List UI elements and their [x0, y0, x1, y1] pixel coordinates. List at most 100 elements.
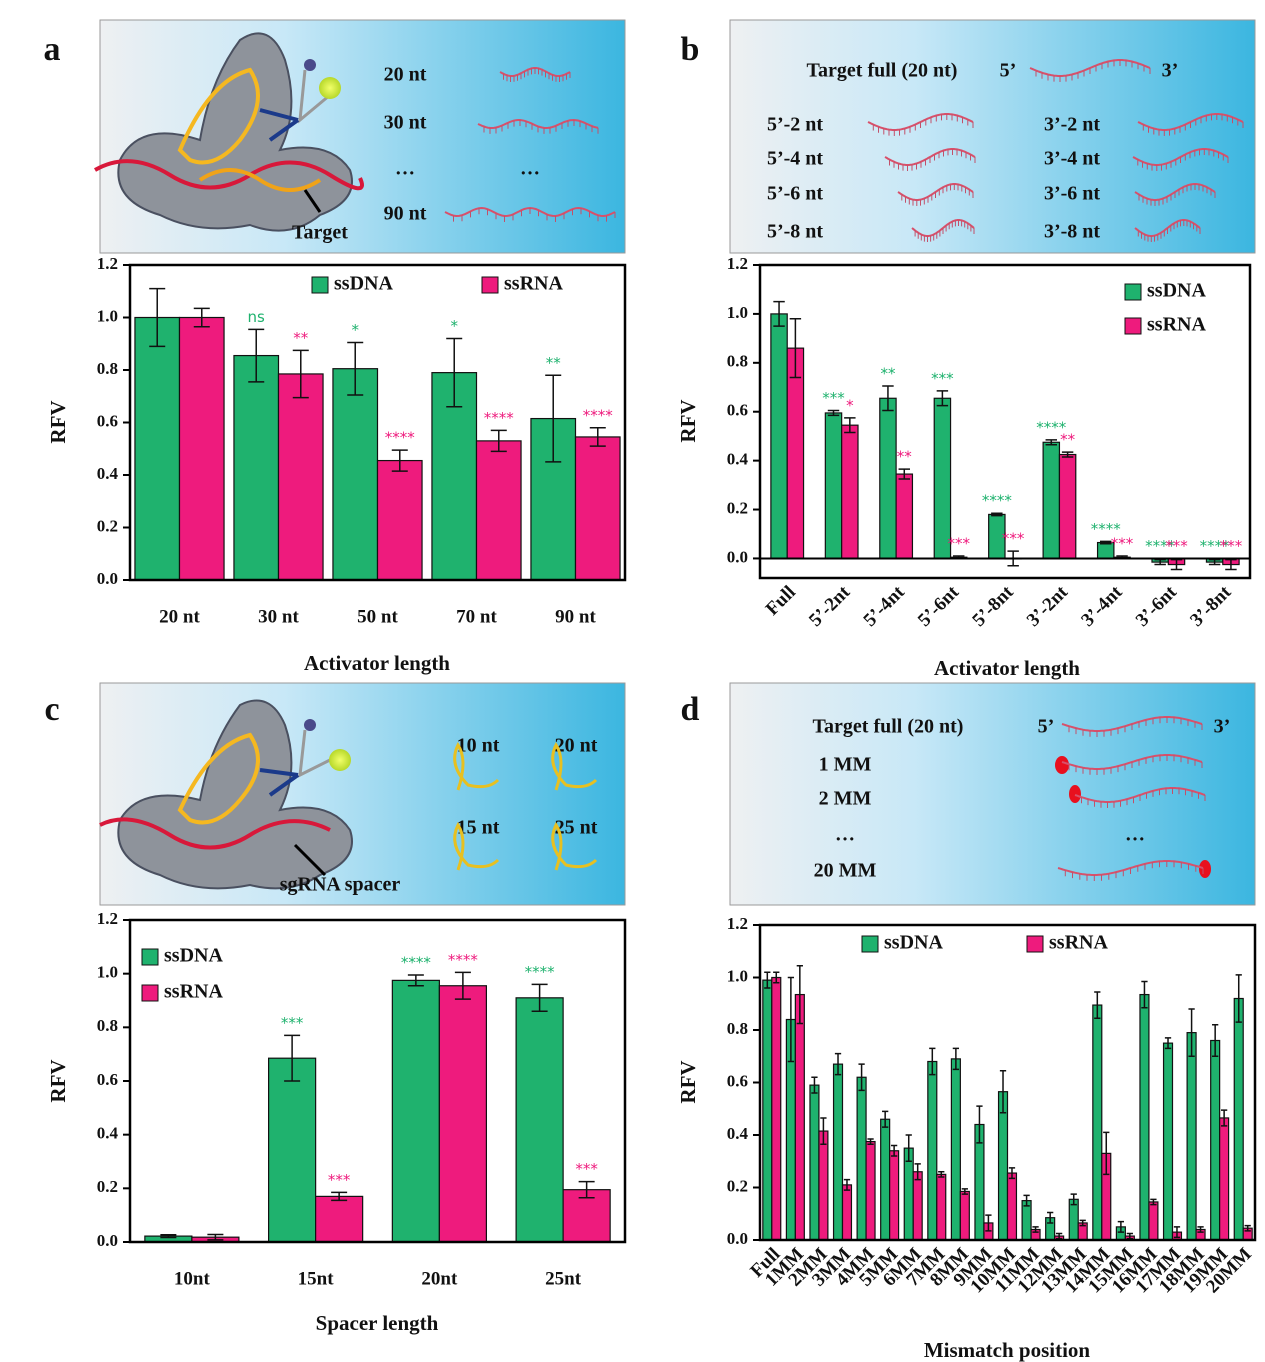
strand-bases — [1035, 60, 1151, 82]
bar — [832, 1063, 844, 1241]
y-tick-label: 0.8 — [727, 1019, 748, 1038]
plot-frame — [128, 918, 627, 1244]
bar — [315, 1195, 364, 1243]
schematic-text: 1 MM — [819, 754, 872, 776]
error-bar — [589, 427, 606, 447]
error-bar — [773, 971, 780, 984]
significance: *** — [328, 1171, 351, 1189]
error-bar — [1225, 558, 1237, 571]
significance: *** — [1002, 530, 1025, 548]
bar — [1058, 453, 1077, 560]
schematic-text: 5’-8 nt — [767, 221, 823, 243]
schematic-text: Target full (20 nt) — [813, 716, 964, 738]
panel-label: d — [681, 691, 700, 728]
error-bar — [789, 318, 802, 379]
error-bar — [1094, 991, 1101, 1019]
schematic-text: 3’-2 nt — [1044, 114, 1100, 136]
legend-swatch — [481, 276, 499, 294]
reporter — [298, 69, 331, 124]
panel-label: c — [44, 691, 59, 728]
error-bar — [905, 1134, 912, 1162]
error-bar — [1079, 1219, 1086, 1227]
significance: ns — [248, 308, 266, 326]
legend-label: ssDNA — [334, 273, 393, 295]
schematic-text: 5’-4 nt — [767, 148, 823, 170]
bar — [824, 412, 843, 560]
y-tick-label: 1.2 — [97, 909, 118, 928]
strand-bases — [1142, 114, 1244, 136]
error-bar — [1164, 1037, 1172, 1050]
legend-label: ssDNA — [1147, 280, 1206, 302]
y-tick-label: 0.0 — [97, 569, 118, 588]
x-tick-label: 5’-8nt — [968, 581, 1018, 631]
x-tick-label: 3’-8nt — [1186, 581, 1236, 631]
y-tick-label: 0.6 — [97, 1070, 118, 1089]
strand-bases — [453, 208, 616, 222]
legend-label: ssRNA — [1147, 314, 1206, 336]
schematic-text: 3’ — [1162, 60, 1179, 82]
bar — [936, 1173, 947, 1241]
significance: **** — [484, 409, 515, 427]
y-tick-label: 0.6 — [727, 401, 748, 420]
bar — [1139, 993, 1150, 1241]
y-tick-label: 0.8 — [97, 1016, 118, 1035]
error-bar — [882, 1110, 889, 1128]
error-bar — [858, 1063, 865, 1092]
quencher — [304, 719, 316, 731]
y-tick-label: 1.0 — [97, 306, 118, 325]
error-bar — [867, 1138, 874, 1145]
strand-bases — [1064, 861, 1204, 881]
x-tick-label: 15nt — [298, 1268, 335, 1289]
bar — [1210, 1039, 1221, 1241]
schematic-text: … — [835, 824, 855, 846]
strand-bases — [1138, 184, 1216, 206]
error-bar — [248, 328, 265, 383]
schematic-text: 15 nt — [457, 817, 500, 839]
legend-swatch — [1124, 317, 1142, 335]
error-bar — [407, 974, 424, 987]
spacer-rna — [453, 822, 500, 871]
bar — [1186, 1032, 1197, 1241]
bar — [879, 397, 897, 560]
bar — [233, 354, 280, 581]
strand-bases — [1137, 149, 1229, 171]
schematic-text: 5’ — [1038, 716, 1055, 738]
y-axis-label: RFV — [46, 400, 70, 443]
y-tick-label: 0.4 — [97, 1124, 119, 1143]
bar — [865, 1140, 876, 1241]
significance: *** — [1165, 537, 1188, 555]
bar — [376, 459, 423, 581]
bar — [268, 1057, 317, 1243]
schematic-text: Target — [292, 222, 348, 244]
significance: * — [846, 396, 854, 414]
schematic-text: 3’ — [1214, 716, 1231, 738]
schematic-text: 2 MM — [819, 788, 872, 810]
significance: ** — [1060, 431, 1076, 449]
legend-label: ssDNA — [884, 932, 943, 954]
significance: **** — [448, 951, 479, 969]
x-tick-label: 30 nt — [258, 606, 299, 627]
bar — [771, 976, 782, 1241]
schematic-text: 10 nt — [457, 735, 500, 757]
error-bar — [961, 1188, 968, 1195]
quencher — [304, 59, 316, 71]
significance: *** — [1111, 534, 1134, 552]
significance: **** — [583, 406, 614, 424]
schematic-box — [729, 682, 1256, 906]
error-bar — [578, 1180, 595, 1199]
panel-label: b — [681, 31, 700, 68]
schematic-text: 5’-6 nt — [767, 183, 823, 205]
y-tick-label: 0.0 — [727, 547, 748, 566]
error-bar — [292, 349, 309, 399]
strand-bases — [872, 114, 974, 136]
y-tick-label: 1.2 — [727, 914, 748, 933]
x-tick-label: 20 nt — [159, 606, 200, 627]
legend-label: ssDNA — [164, 945, 223, 967]
legend-swatch — [311, 276, 329, 294]
error-bar — [882, 385, 894, 412]
bar — [880, 1118, 891, 1241]
y-tick-label: 0.2 — [97, 516, 118, 535]
x-tick-label: 90 nt — [555, 606, 596, 627]
y-tick-label: 0.2 — [727, 1176, 748, 1195]
error-bar — [827, 409, 840, 417]
